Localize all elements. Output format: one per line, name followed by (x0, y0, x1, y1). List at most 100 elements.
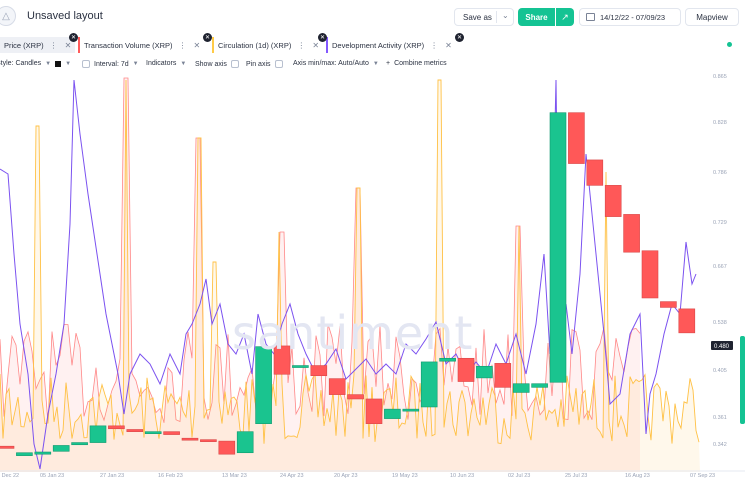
pin-axis-label: Pin axis (246, 60, 271, 68)
metric-chip-development-activity[interactable]: Development Activity (XRP) ⋮ ✕ (326, 37, 452, 53)
x-tick-label: 10 Jun 23 (450, 473, 474, 479)
price-candle (623, 214, 640, 253)
more-icon[interactable]: ⋮ (297, 40, 305, 50)
color-swatch[interactable] (55, 60, 62, 67)
chevron-down-icon: ▼ (372, 60, 379, 67)
circulation-area (0, 80, 700, 472)
checkbox[interactable] (230, 60, 239, 68)
mapview-button[interactable]: Mapview (685, 8, 739, 26)
show-axis-label: Show axis (195, 60, 227, 68)
chevron-down-icon: ▼ (132, 61, 139, 67)
price-candle (126, 429, 144, 432)
price-candle (218, 440, 236, 455)
x-tick-label: 16 Aug 23 (625, 473, 650, 479)
share-button[interactable]: Share (518, 8, 555, 26)
metric-chip-price[interactable]: Price (XRP) ⋮ ✕ (0, 37, 76, 53)
more-icon[interactable]: ⋮ (178, 40, 187, 50)
date-range-picker[interactable]: 14/12/22 - 07/09/23 (579, 8, 681, 26)
scrollbar-handle[interactable] (740, 336, 745, 424)
price-candle (457, 357, 475, 382)
save-as-button[interactable]: Save as ⌄ (454, 8, 514, 26)
x-tick-label: 07 Sep 23 (690, 473, 715, 479)
remove-metric-icon[interactable]: ✕ (69, 33, 78, 42)
remove-metric-icon[interactable]: ✕ (318, 33, 327, 42)
price-candle (384, 408, 401, 419)
pin-axis-toggle[interactable]: Pin axis (246, 60, 283, 68)
y-tick-label: 0.786 (713, 170, 727, 176)
style-label: Style: Candles (0, 60, 42, 67)
style-dropdown[interactable]: Style: Candles ▼ ▼ (0, 60, 71, 67)
close-icon[interactable]: ✕ (193, 40, 201, 50)
x-tick-label: 16 Feb 23 (158, 473, 183, 479)
price-candle (89, 425, 107, 443)
chart-svg[interactable]: 0.8650.8280.7860.7290.6670.5380.4400.405… (0, 74, 745, 479)
price-candles (0, 112, 696, 456)
more-icon[interactable]: ⋮ (430, 40, 438, 50)
interval-icon (82, 60, 90, 68)
metric-chip-circulation[interactable]: Circulation (1d) (XRP) ⋮ ✕ (212, 37, 319, 53)
interval-dropdown[interactable]: Interval: 7d ▼ (82, 60, 139, 68)
close-icon[interactable]: ✕ (312, 40, 320, 50)
checkbox[interactable] (274, 60, 283, 68)
price-candle (52, 445, 70, 452)
save-as-label: Save as (463, 12, 492, 22)
y-tick-label: 0.729 (713, 220, 727, 226)
metric-chip-transaction-volume[interactable]: Transaction Volume (XRP) ⋮ ✕ (78, 37, 200, 53)
axis-min-max-dropdown[interactable]: Axis min/max: Auto/Auto ▼ (293, 60, 379, 67)
price-candle (604, 185, 622, 217)
chevron-down-icon[interactable]: ⌄ (502, 11, 509, 20)
x-tick-label: 27 Jan 23 (100, 473, 124, 479)
chevron-down-icon: ▼ (45, 60, 52, 67)
chart-canvas[interactable]: 0.8650.8280.7860.7290.6670.5380.4400.405… (0, 74, 745, 479)
date-range-label: 14/12/22 - 07/09/23 (600, 12, 666, 22)
transaction-volume-line (0, 77, 641, 424)
price-candle (34, 451, 52, 455)
price-candle (144, 431, 162, 434)
y-tick-label: 0.667 (713, 264, 727, 270)
price-candle (16, 452, 33, 456)
x-tick-label: 13 Mar 23 (222, 473, 247, 479)
metrics-bar: Price (XRP) ⋮ ✕ Transaction Volume (XRP)… (0, 33, 745, 56)
development-activity-line (0, 79, 697, 470)
price-candle (365, 398, 383, 424)
x-axis: 26 Dec 22 05 Jan 23 27 Jan 23 16 Feb 23 13 M… (0, 470, 745, 479)
y-tick-label: 0.342 (713, 442, 727, 448)
show-axis-toggle[interactable]: Show axis (195, 60, 239, 68)
santiment-logo-icon[interactable]: △ (0, 6, 16, 26)
close-icon[interactable]: ✕ (64, 40, 72, 50)
remove-metric-icon[interactable]: ✕ (203, 33, 212, 42)
price-candle (347, 394, 364, 400)
price-candle (494, 363, 512, 388)
metric-label: Price (XRP) (4, 40, 44, 50)
layout-title[interactable]: Unsaved layout (27, 10, 103, 22)
current-price-badge (711, 341, 733, 350)
chevron-down-icon: ▼ (65, 60, 72, 67)
live-status-dot (727, 42, 732, 47)
development-activity-series (0, 79, 697, 470)
chevron-down-icon: ▼ (180, 60, 187, 67)
y-tick-label: 0.865 (713, 74, 727, 80)
close-icon[interactable]: ✕ (445, 40, 452, 50)
x-tick-label: 24 Apr 23 (280, 473, 304, 479)
x-tick-label: 02 Jul 23 (508, 473, 530, 479)
price-candle (549, 112, 567, 383)
remove-metric-icon[interactable]: ✕ (455, 33, 464, 42)
top-bar: △ Unsaved layout Save as ⌄ Share ↗ 14/12… (0, 0, 745, 34)
combine-metrics-button[interactable]: + Combine metrics (386, 60, 447, 67)
y-tick-label: 0.538 (713, 320, 727, 326)
link-icon[interactable]: ↗ (556, 8, 574, 26)
y-tick-label: 0.361 (713, 415, 727, 421)
divider (496, 11, 497, 23)
indicators-dropdown[interactable]: Indicators ▼ (146, 60, 186, 67)
price-candle (236, 431, 254, 454)
x-tick-label: 19 May 23 (392, 473, 418, 479)
more-icon[interactable]: ⋮ (49, 40, 58, 50)
metric-color-stripe (212, 37, 214, 53)
circulation-series (0, 79, 700, 472)
price-candle (678, 308, 696, 334)
x-tick-label: 05 Jan 23 (40, 473, 64, 479)
price-candle (310, 365, 328, 377)
price-candle (531, 383, 548, 388)
price-candle (402, 408, 420, 412)
current-price-label: 0.480 (714, 344, 730, 350)
